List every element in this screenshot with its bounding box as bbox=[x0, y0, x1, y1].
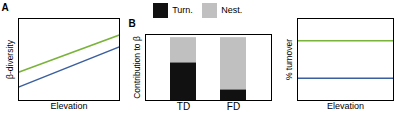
html-text:Nest.: Nest. bbox=[221, 5, 243, 15]
svg-text:β-diversity: β-diversity bbox=[5, 39, 15, 79]
svg-text:B: B bbox=[129, 18, 136, 29]
svg-text:Elevation: Elevation bbox=[327, 101, 364, 111]
svg-text:FD: FD bbox=[227, 101, 240, 112]
svg-text:% turnover: % turnover bbox=[284, 39, 294, 80]
svg-text:TD: TD bbox=[177, 101, 190, 112]
html-text:Turn.: Turn. bbox=[172, 5, 193, 15]
svg-text:A: A bbox=[2, 2, 9, 13]
svg-text:Contribution to β: Contribution to β bbox=[132, 36, 142, 99]
svg-text:Elevation: Elevation bbox=[50, 101, 87, 111]
